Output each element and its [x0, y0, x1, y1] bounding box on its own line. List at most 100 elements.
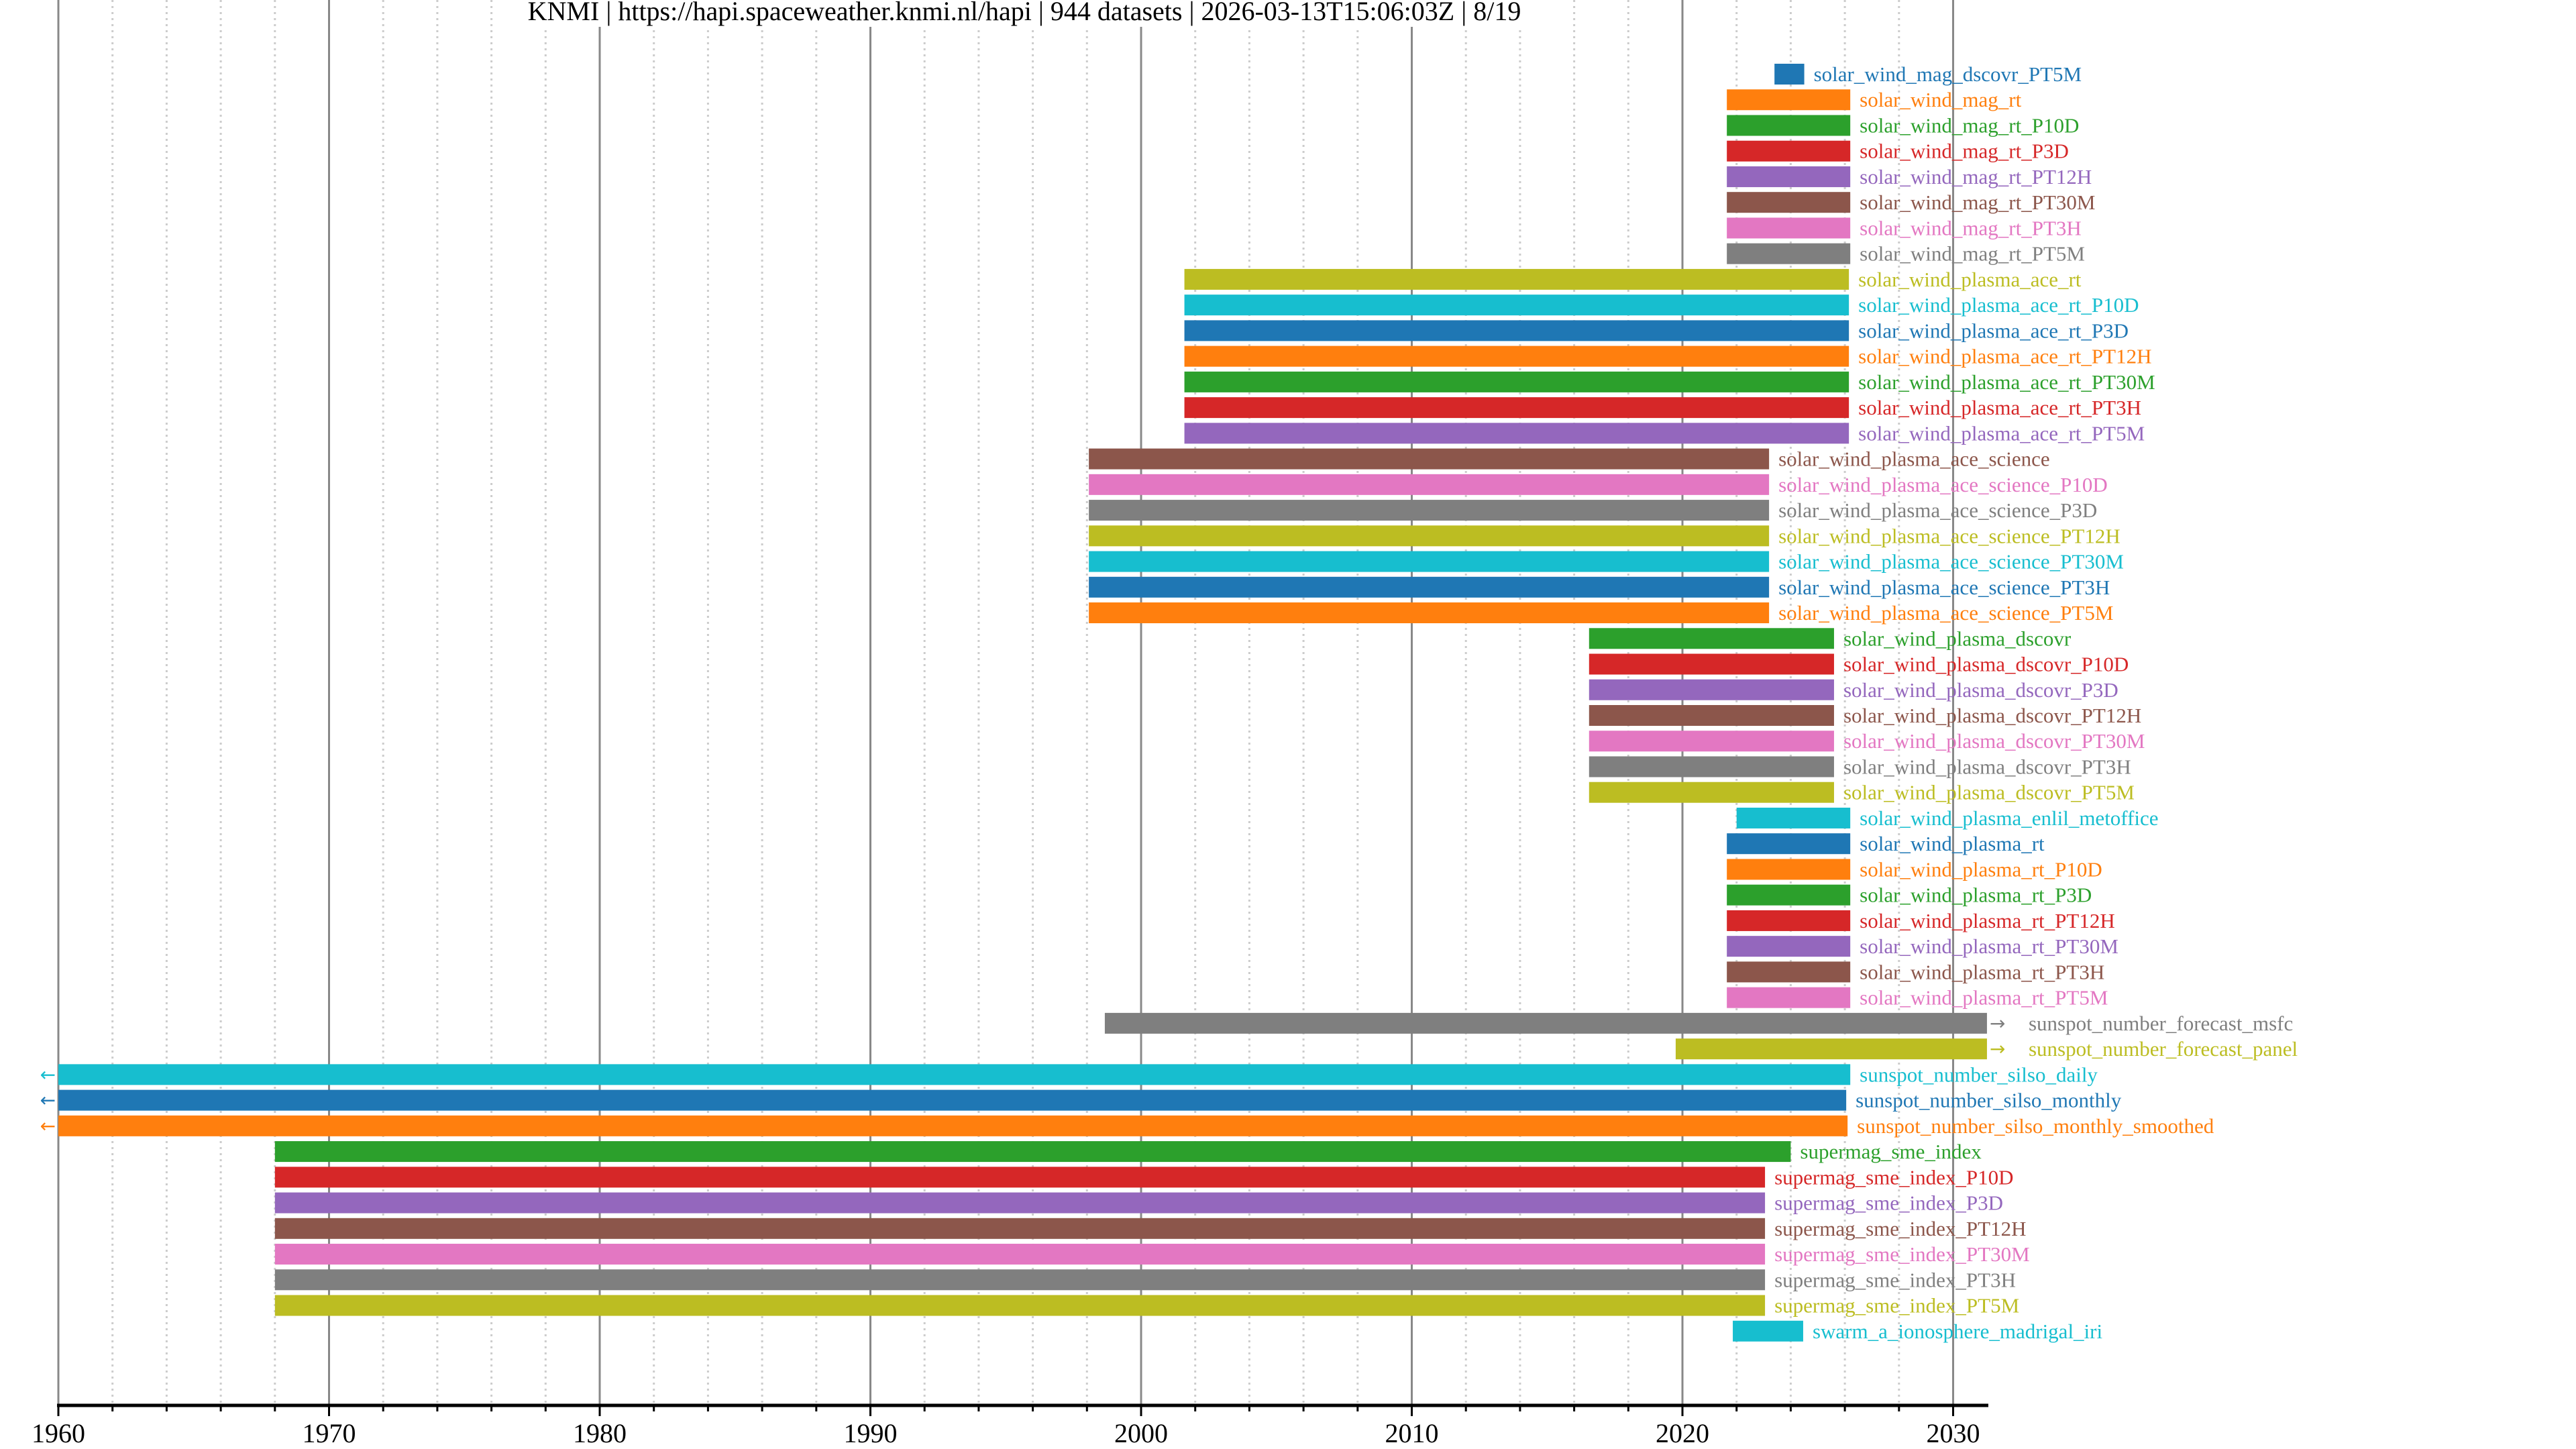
dataset-label: solar_wind_mag_rt_PT12H	[1860, 165, 2092, 189]
dataset-bar[interactable]	[1727, 192, 1851, 213]
dataset-label: supermag_sme_index	[1800, 1140, 1982, 1163]
x-tick-label: 2030	[1927, 1418, 1980, 1448]
title-background	[500, 0, 1550, 27]
dataset-bar[interactable]	[1184, 371, 1849, 392]
dataset-bar[interactable]	[1727, 243, 1851, 264]
dataset-label: solar_wind_plasma_rt_P10D	[1860, 857, 2102, 881]
dataset-label: supermag_sme_index_P10D	[1774, 1165, 2013, 1189]
dataset-bars: solar_wind_mag_dscovr_PT5M solar_wind_mag…	[40, 62, 2298, 1343]
dataset-label: solar_wind_plasma_ace_science_PT5M	[1778, 601, 2113, 625]
dataset-label: solar_wind_plasma_rt_PT30M	[1860, 934, 2118, 958]
dataset-bar[interactable]	[1589, 628, 1834, 649]
dataset-bar[interactable]	[1727, 166, 1851, 187]
dataset-label: supermag_sme_index_PT12H	[1774, 1217, 2026, 1240]
dataset-label: solar_wind_mag_rt_PT5M	[1860, 242, 2085, 266]
dataset-label: solar_wind_plasma_dscovr_PT30M	[1843, 729, 2145, 753]
dataset-bar[interactable]	[1589, 782, 1834, 803]
x-tick-label: 1970	[303, 1418, 356, 1448]
dataset-bar[interactable]	[1089, 602, 1770, 624]
dataset-bar[interactable]	[58, 1089, 1847, 1111]
dataset-bar[interactable]	[1089, 551, 1770, 572]
dataset-label: solar_wind_plasma_rt_PT5M	[1860, 986, 2108, 1010]
continues-right-arrow-icon: →	[1990, 1038, 2005, 1060]
dataset-bar[interactable]	[1104, 1012, 1987, 1034]
dataset-bar[interactable]	[1733, 1320, 1803, 1342]
dataset-label: solar_wind_plasma_dscovr_PT3H	[1843, 755, 2131, 778]
dataset-bar[interactable]	[274, 1167, 1766, 1188]
dataset-label: sunspot_number_forecast_panel	[2029, 1037, 2298, 1061]
dataset-label: solar_wind_plasma_dscovr	[1843, 627, 2072, 650]
dataset-bar[interactable]	[1727, 961, 1851, 983]
dataset-bar[interactable]	[1727, 89, 1851, 111]
dataset-bar[interactable]	[1184, 345, 1849, 367]
dataset-bar[interactable]	[1089, 448, 1770, 470]
dataset-bar[interactable]	[1589, 705, 1834, 726]
dataset-bar[interactable]	[1589, 653, 1834, 675]
dataset-label: solar_wind_plasma_ace_science_PT12H	[1778, 524, 2121, 547]
x-axis: 1960 1970 1980 1990 2000 2010 2020 2030	[32, 1403, 1988, 1448]
dataset-label: solar_wind_plasma_ace_science_PT30M	[1778, 550, 2124, 574]
dataset-bar[interactable]	[1727, 833, 1851, 855]
continues-left-arrow-icon: ←	[40, 1063, 56, 1085]
dataset-bar[interactable]	[1736, 807, 1851, 828]
dataset-label: solar_wind_plasma_dscovr_PT12H	[1843, 704, 2141, 727]
continues-left-arrow-icon: ←	[40, 1115, 56, 1137]
dataset-label: solar_wind_mag_dscovr_PT5M	[1814, 62, 2082, 86]
dataset-bar[interactable]	[274, 1269, 1766, 1291]
dataset-bar[interactable]	[1089, 474, 1770, 495]
dataset-bar[interactable]	[58, 1064, 1851, 1085]
dataset-label: solar_wind_mag_rt_PT3H	[1860, 216, 2082, 239]
chart-title: KNMI | https://hapi.spaceweather.knmi.nl…	[528, 0, 1521, 26]
dataset-bar[interactable]	[1727, 859, 1851, 880]
dataset-label: swarm_a_ionosphere_madrigal_iri	[1813, 1320, 2103, 1343]
dataset-label: sunspot_number_silso_monthly	[1856, 1089, 2122, 1112]
dataset-label: solar_wind_plasma_rt	[1860, 832, 2045, 855]
dataset-bar[interactable]	[1727, 217, 1851, 239]
dataset-bar[interactable]	[1589, 679, 1834, 700]
dataset-label: solar_wind_plasma_ace_rt_PT5M	[1858, 421, 2145, 445]
dataset-label: solar_wind_plasma_dscovr_P3D	[1843, 678, 2118, 702]
dataset-label: solar_wind_plasma_ace_rt_PT12H	[1858, 345, 2151, 368]
dataset-bar[interactable]	[1089, 525, 1770, 547]
x-tick-label: 2010	[1385, 1418, 1439, 1448]
x-tick-label: 1990	[844, 1418, 898, 1448]
dataset-bar[interactable]	[274, 1192, 1766, 1214]
dataset-bar[interactable]	[1184, 423, 1849, 444]
dataset-label: supermag_sme_index_PT30M	[1774, 1242, 2030, 1266]
dataset-label: sunspot_number_silso_monthly_smoothed	[1857, 1114, 2214, 1138]
dataset-bar[interactable]	[274, 1218, 1766, 1239]
dataset-bar[interactable]	[1727, 987, 1851, 1008]
dataset-bar[interactable]	[1589, 756, 1834, 777]
dataset-label: solar_wind_plasma_ace_rt_P10D	[1858, 293, 2139, 317]
dataset-bar[interactable]	[1727, 140, 1851, 162]
dataset-label: solar_wind_plasma_ace_science_P3D	[1778, 498, 2097, 522]
dataset-label: sunspot_number_forecast_msfc	[2029, 1012, 2293, 1035]
dataset-label: solar_wind_plasma_enlil_metoffice	[1860, 806, 2158, 830]
dataset-bar[interactable]	[1184, 268, 1849, 290]
x-tick-label: 2020	[1656, 1418, 1709, 1448]
dataset-bar[interactable]	[274, 1244, 1766, 1265]
dataset-label: solar_wind_plasma_dscovr_PT5M	[1843, 781, 2135, 804]
dataset-bar[interactable]	[274, 1295, 1766, 1316]
dataset-bar[interactable]	[1184, 294, 1849, 316]
dataset-bar[interactable]	[1089, 500, 1770, 521]
dataset-label: solar_wind_plasma_ace_rt	[1858, 268, 2082, 291]
dataset-bar[interactable]	[1727, 115, 1851, 136]
dataset-bar[interactable]	[1184, 397, 1849, 419]
continues-right-arrow-icon: →	[1990, 1012, 2005, 1034]
dataset-label: solar_wind_plasma_rt_PT3H	[1860, 960, 2104, 983]
dataset-bar[interactable]	[1727, 936, 1851, 957]
dataset-bar[interactable]	[1675, 1038, 1987, 1060]
dataset-bar[interactable]	[1727, 910, 1851, 931]
dataset-label: solar_wind_plasma_ace_science_PT3H	[1778, 576, 2110, 599]
dataset-bar[interactable]	[1774, 64, 1805, 85]
dataset-bar[interactable]	[1589, 731, 1834, 752]
dataset-bar[interactable]	[1089, 576, 1770, 598]
dataset-bar[interactable]	[58, 1115, 1848, 1136]
continues-left-arrow-icon: ←	[40, 1089, 56, 1112]
dataset-label: solar_wind_plasma_dscovr_P10D	[1843, 653, 2129, 676]
dataset-bar[interactable]	[1184, 320, 1849, 341]
dataset-bar[interactable]	[274, 1141, 1791, 1163]
dataset-bar[interactable]	[1727, 884, 1851, 906]
